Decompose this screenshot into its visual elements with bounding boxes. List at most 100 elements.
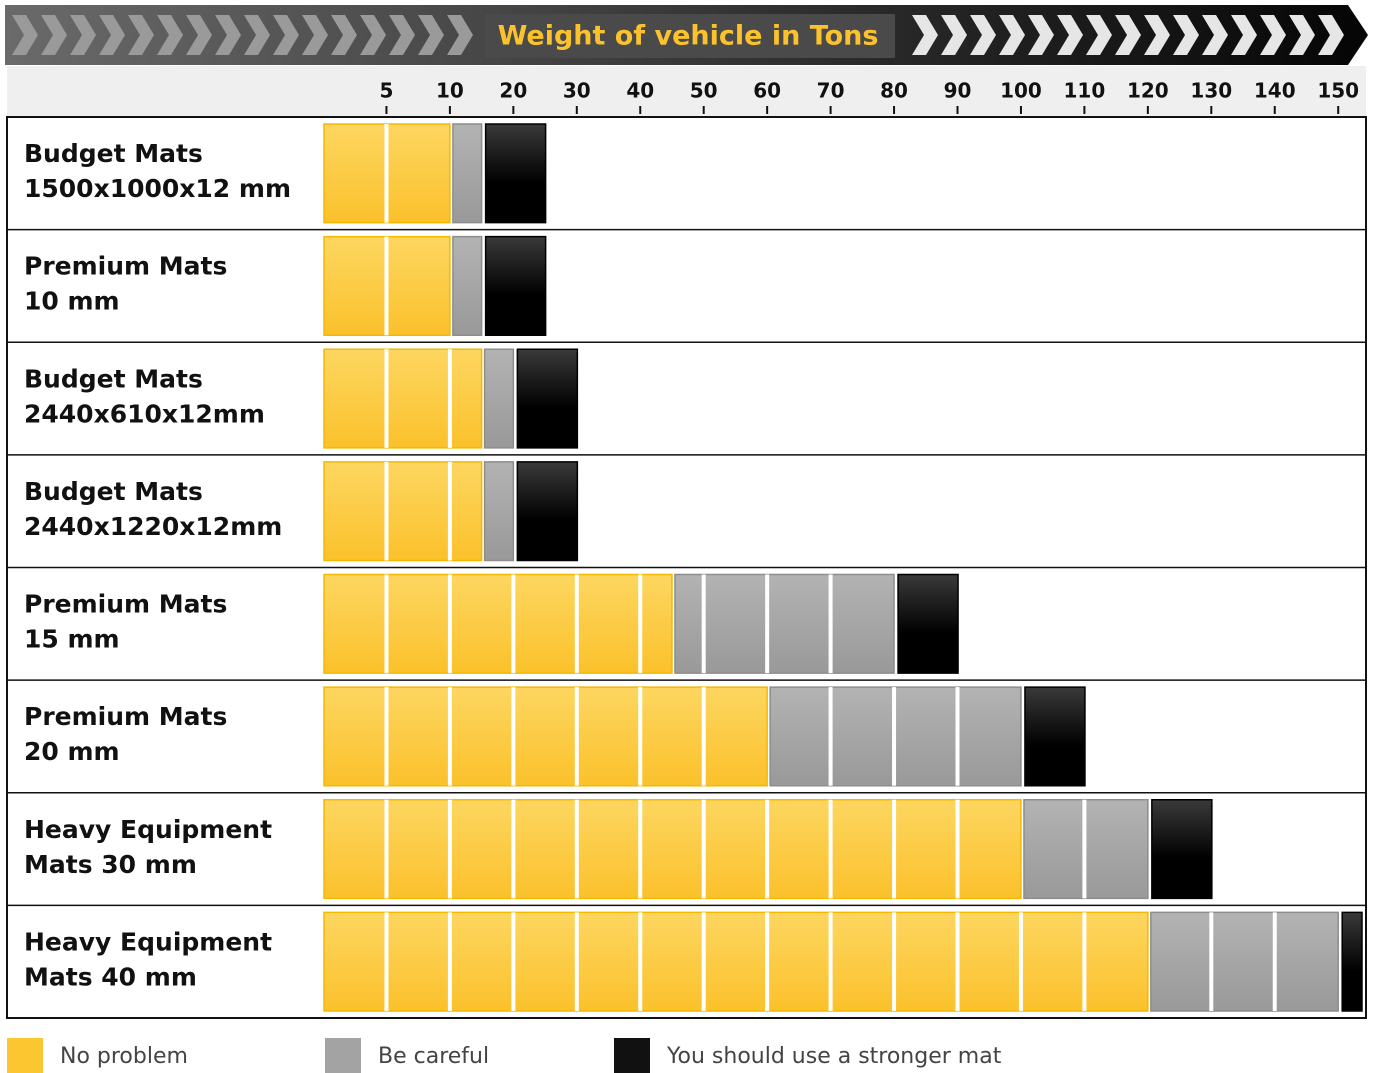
stronger-marker	[484, 235, 547, 336]
careful-bar	[452, 235, 483, 336]
cell-gap	[892, 799, 897, 899]
cell-gap	[511, 912, 516, 1011]
x-tick-label: 30	[563, 79, 591, 103]
chevron	[1289, 15, 1315, 55]
row-label: Budget Mats	[24, 477, 203, 506]
chevron	[157, 15, 183, 55]
row-label: 2440x1220x12mm	[24, 512, 282, 541]
chevron	[331, 15, 357, 55]
cell-gap	[384, 124, 389, 223]
chevron	[244, 15, 270, 55]
legend-label: No problem	[60, 1044, 188, 1069]
cell-gap	[447, 799, 452, 899]
chart-title: Weight of vehicle in Tons	[498, 21, 879, 52]
chevron	[273, 15, 299, 55]
cell-gap	[701, 912, 706, 1011]
x-tick-label: 80	[880, 79, 908, 103]
cell-gap	[574, 799, 579, 899]
stronger-marker	[1151, 799, 1213, 900]
cell-gap	[447, 349, 452, 448]
row-label: 15 mm	[24, 625, 120, 654]
cell-gap	[828, 912, 833, 1011]
chevron	[1318, 15, 1344, 55]
cell-gap	[1082, 799, 1087, 899]
stronger-marker	[1024, 686, 1086, 787]
cell-gap	[384, 687, 389, 786]
row-label: Premium Mats	[24, 590, 227, 619]
x-tick-label: 120	[1127, 79, 1169, 103]
careful-bar	[674, 573, 895, 674]
chevron	[1115, 15, 1141, 55]
cell-gap	[955, 799, 960, 899]
chevron	[128, 15, 154, 55]
cell-gap	[1018, 912, 1023, 1011]
cell-gap	[384, 236, 389, 336]
x-tick-label: 70	[817, 79, 845, 103]
chevron	[447, 15, 473, 55]
x-tick-label: 40	[626, 79, 654, 103]
chevron	[41, 15, 67, 55]
title-backdrop	[485, 14, 895, 58]
row-label: Heavy Equipment	[24, 927, 272, 956]
no-problem-bar	[323, 573, 673, 674]
cell-gap	[955, 687, 960, 786]
chevron	[970, 15, 996, 55]
chevron	[99, 15, 125, 55]
cell-gap	[701, 799, 706, 899]
x-tick-label: 150	[1317, 79, 1359, 103]
careful-bar	[1150, 911, 1339, 1012]
cell-gap	[828, 687, 833, 786]
cell-gap	[447, 687, 452, 786]
row-label: Heavy Equipment	[24, 815, 272, 844]
stronger-marker	[1341, 911, 1363, 1012]
row-label: 2440x610x12mm	[24, 399, 265, 428]
cell-gap	[384, 799, 389, 899]
careful-bar	[452, 123, 483, 224]
chevron	[1057, 15, 1083, 55]
x-tick-label: 60	[753, 79, 781, 103]
cell-gap	[765, 799, 770, 899]
no-problem-bar	[323, 686, 768, 787]
chevron	[1144, 15, 1170, 55]
x-tick-label: 5	[379, 79, 393, 103]
cell-gap	[511, 799, 516, 899]
x-tick-label: 90	[944, 79, 972, 103]
x-tick-label: 140	[1254, 79, 1296, 103]
cell-gap	[765, 574, 770, 674]
chevron	[1173, 15, 1199, 55]
cell-gap	[892, 687, 897, 786]
x-tick-label: 110	[1064, 79, 1106, 103]
cell-gap	[384, 349, 389, 448]
cell-gap	[638, 687, 643, 786]
stronger-marker	[484, 123, 547, 224]
chevron	[1202, 15, 1228, 55]
legend-label: Be careful	[378, 1044, 489, 1069]
cell-gap	[574, 687, 579, 786]
cell-gap	[638, 799, 643, 899]
x-tick-label: 20	[499, 79, 527, 103]
row-label: Premium Mats	[24, 252, 227, 281]
chevron	[360, 15, 386, 55]
chevron	[186, 15, 212, 55]
cell-gap	[1209, 912, 1214, 1011]
cell-gap	[511, 574, 516, 674]
chevron	[941, 15, 967, 55]
chevrons	[12, 15, 1344, 55]
chevron	[1086, 15, 1112, 55]
row-label: Budget Mats	[24, 364, 203, 393]
x-tick-label: 100	[1000, 79, 1042, 103]
chevron	[12, 15, 38, 55]
x-tick-label: 50	[690, 79, 718, 103]
legend-swatch	[7, 1038, 43, 1073]
x-tick-label: 130	[1190, 79, 1232, 103]
cell-gap	[384, 912, 389, 1011]
cell-gap	[574, 574, 579, 674]
axis-band	[7, 66, 1366, 117]
chevron	[389, 15, 415, 55]
cell-gap	[638, 912, 643, 1011]
chevron	[302, 15, 328, 55]
cell-gap	[511, 687, 516, 786]
cell-gap	[892, 912, 897, 1011]
cell-gap	[447, 912, 452, 1011]
row-label: Mats 40 mm	[24, 962, 197, 991]
